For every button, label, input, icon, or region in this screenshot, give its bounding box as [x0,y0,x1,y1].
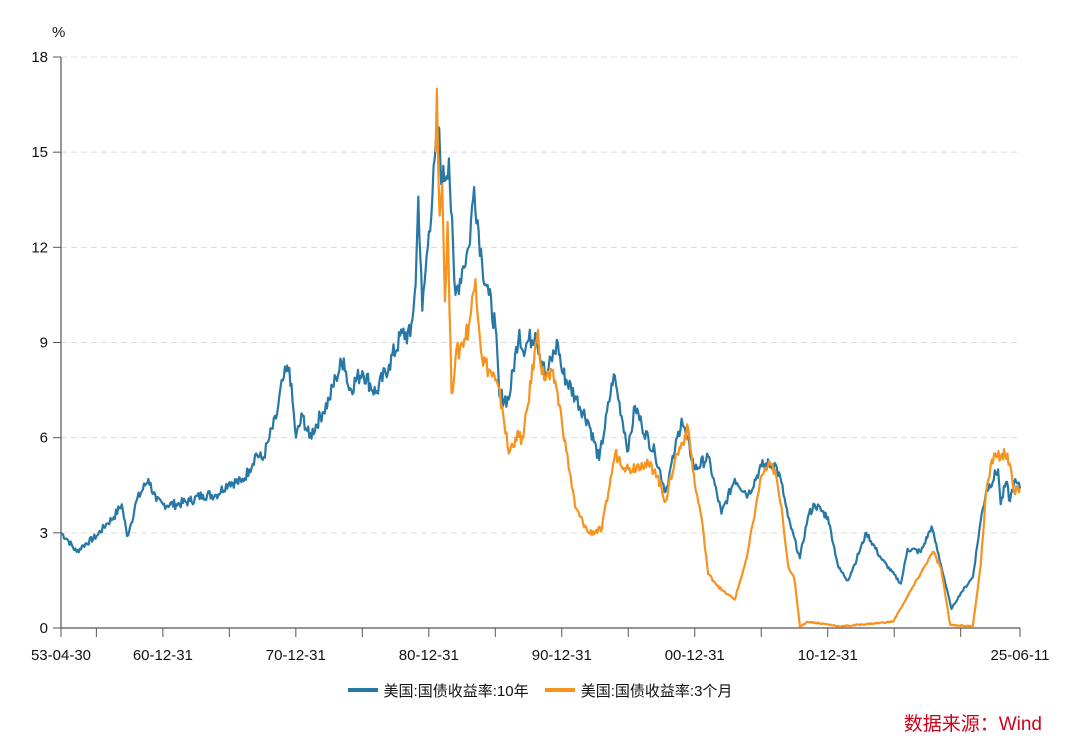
y-tick-label: 18 [31,49,48,66]
y-axis-label: % [52,24,65,41]
legend-item-10y[interactable]: 美国:国债收益率:10年 [347,680,529,701]
series-line-3m [434,87,1022,629]
x-tick-label: 80-12-31 [399,647,459,664]
x-tick-label: 00-12-31 [665,647,725,664]
legend-swatch-3m [544,688,575,692]
y-tick-label: 12 [31,239,48,256]
gridlines [61,56,1020,534]
y-tick-label: 6 [40,430,48,447]
x-tick-label: 25-06-11 [991,647,1050,664]
y-tick-label: 9 [40,335,48,352]
x-axis-ticks: 53-04-30 60-12-31 70-12-31 80-12-31 90-12-31… [31,628,1049,664]
x-tick-label: 90-12-31 [532,647,592,664]
y-tick-label: 0 [40,620,48,637]
x-tick-label: 70-12-31 [266,647,326,664]
y-tick-label: 3 [40,525,48,542]
x-tick-label: 10-12-31 [798,647,858,664]
y-axis-ticks: 0 3 6 9 12 15 18 [31,49,61,637]
x-tick-label: 60-12-31 [133,647,193,664]
series-lines [60,87,1022,629]
data-source-note: 数据来源：Wind [903,714,1042,735]
legend-label-10y: 美国:国债收益率:10年 [383,682,529,700]
legend-label-3m: 美国:国债收益率:3个月 [580,682,733,700]
legend: 美国:国债收益率:10年 美国:国债收益率:3个月 [0,679,1080,701]
legend-swatch-10y [347,688,378,692]
x-tick-label: 53-04-30 [31,647,91,664]
legend-item-3m[interactable]: 美国:国债收益率:3个月 [544,680,733,701]
y-tick-label: 15 [31,144,48,161]
